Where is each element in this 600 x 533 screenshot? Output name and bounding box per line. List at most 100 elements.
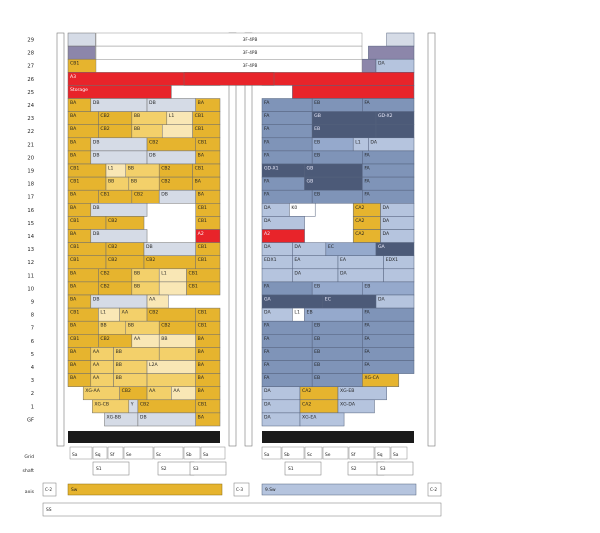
right-frame-column — [427, 32, 436, 447]
grid-box-right-1 — [281, 446, 305, 460]
floor-label-GF: GF — [27, 417, 34, 423]
right-unit-label-16-0: DA — [264, 205, 271, 211]
shaft-label-3: S1 — [288, 466, 294, 472]
right-unit-17-2 — [362, 189, 415, 204]
right-unit-label-9-1: EC — [325, 297, 331, 303]
right-unit-10-0 — [261, 281, 313, 296]
roof-band-1 — [95, 45, 363, 60]
left-unit-label-16-0: BA — [70, 205, 77, 211]
left-unit-label-18-3: CB2 — [161, 179, 170, 185]
right-unit-label-9-2: DA — [378, 297, 385, 303]
left-unit-label-8-3: CB2 — [149, 310, 158, 316]
left-unit-0-3 — [195, 412, 221, 427]
right-unit-8-3 — [362, 307, 415, 322]
grid-box-right-3 — [322, 446, 349, 460]
right-unit-9-0 — [261, 294, 324, 309]
shaft-label-0: S1 — [96, 466, 102, 472]
foot-bar — [42, 502, 442, 517]
left-unit-label-19-2: BB — [128, 166, 134, 172]
right-unit-label-7-0: FA — [264, 323, 270, 329]
right-unit-6-0 — [261, 334, 313, 348]
right-unit-label-23-0: FA — [264, 113, 270, 119]
right-unit-22-2 — [375, 124, 415, 139]
left-unit-label-25-0: Storage — [70, 87, 88, 93]
transfer-slab-right — [262, 431, 414, 443]
left-unit-label-8-1: L1 — [100, 310, 106, 316]
left-unit-label-0-2: DB — [140, 414, 147, 420]
grid-box-left-2 — [107, 446, 124, 460]
floor-label-6: 6 — [31, 339, 34, 345]
right-unit-23-1 — [311, 111, 377, 125]
left-unit-label-24-1: DB — [93, 100, 100, 106]
right-unit-label-10-1: EB — [314, 283, 320, 289]
floor-label-3: 3 — [31, 378, 34, 384]
grid-box-right-4 — [348, 446, 375, 460]
left-unit-label-17-4: BA — [198, 192, 205, 198]
left-unit-label-11-2: BB — [134, 270, 140, 276]
floor-label-10: 10 — [27, 286, 34, 292]
left-unit-label-23-1: CB2 — [100, 113, 109, 119]
left-unit-label-23-3: L1 — [169, 113, 175, 119]
axis-tag-left — [42, 482, 57, 497]
right-unit-label-6-0: FA — [264, 336, 270, 342]
left-unit-label-8-2: AA — [122, 310, 129, 316]
right-unit-label-16-4: DA — [383, 205, 390, 211]
left-unit-label-3-1: AA — [93, 375, 100, 381]
right-unit-22-0 — [261, 124, 313, 139]
axis-tag-left-label: C-2 — [45, 487, 52, 492]
left-unit-10-3 — [158, 281, 187, 296]
left-unit-label-14-1: DB — [93, 231, 100, 237]
grid-label-left-2: Sf — [110, 452, 115, 458]
right-unit-label-1-1: CA2 — [302, 401, 311, 407]
left-unit-3-3 — [146, 373, 196, 387]
axis-bar-right — [261, 483, 417, 496]
right-unit-label-21-1: EB — [314, 139, 320, 145]
right-unit-0-1 — [299, 412, 345, 427]
right-unit-20-2 — [362, 150, 415, 165]
right-unit-17-0 — [261, 189, 313, 204]
grid-label-left-6: Sa — [203, 452, 209, 458]
left-unit-label-15-1: CB2 — [108, 218, 117, 224]
right-unit-label-13-0: DA — [264, 244, 271, 250]
floor-label-26: 26 — [27, 77, 34, 83]
left-unit-label-5-1: AA — [93, 349, 100, 355]
floor-label-29: 29 — [27, 38, 34, 44]
left-unit-22-3 — [161, 124, 193, 139]
floor-label-22: 22 — [27, 129, 34, 135]
left-unit-label-21-2: CB2 — [149, 139, 158, 145]
left-unit-label-5-4: BA — [198, 349, 205, 355]
left-unit-label-2-5: BA — [198, 388, 205, 394]
left-unit-label-4-1: AA — [93, 362, 100, 368]
shaft-box-5 — [376, 461, 414, 476]
right-unit-label-18-0: FA — [264, 179, 270, 185]
right-unit-label-24-2: FA — [364, 100, 370, 106]
left-unit-label-4-3: L2A — [149, 362, 158, 368]
floor-label-25: 25 — [27, 90, 34, 96]
grid-box-left-1 — [92, 446, 108, 460]
shaft-label-2: S3 — [193, 466, 199, 472]
right-unit-label-11-1: DA — [294, 270, 301, 276]
left-unit-label-3-4: BA — [198, 375, 205, 381]
axis-bar-left — [67, 483, 223, 496]
right-unit-label-17-1: EB — [314, 192, 320, 198]
grid-box-right-5 — [374, 446, 391, 460]
right-unit-label-6-1: EB — [314, 336, 320, 342]
axis-tag-right — [427, 482, 442, 497]
right-unit-label-4-2: FA — [364, 362, 370, 368]
axis-tag-mid-label: C-3 — [236, 487, 243, 492]
left-unit-label-6-1: CB2 — [100, 336, 109, 342]
shaft-label-5: S3 — [380, 466, 386, 472]
right-unit-label-22-0: FA — [264, 126, 270, 132]
right-unit-5-2 — [362, 347, 415, 361]
left-unit-label-7-0: BA — [70, 323, 77, 329]
right-unit-label-23-2: GD-X2 — [378, 113, 393, 119]
right-unit-label-21-2: L1 — [355, 139, 361, 145]
left-unit-label-7-2: BB — [128, 323, 134, 329]
right-unit-label-15-0: DA — [264, 218, 271, 224]
left-unit-label-14-0: BA — [70, 231, 77, 237]
grid-label-left-5: Sb — [186, 452, 192, 458]
left-unit-label-20-3: BA — [198, 152, 205, 158]
right-unit-label-10-0: FA — [264, 283, 270, 289]
right-unit-3-0 — [261, 373, 313, 387]
grid-label-right-2: Sc — [307, 452, 313, 458]
